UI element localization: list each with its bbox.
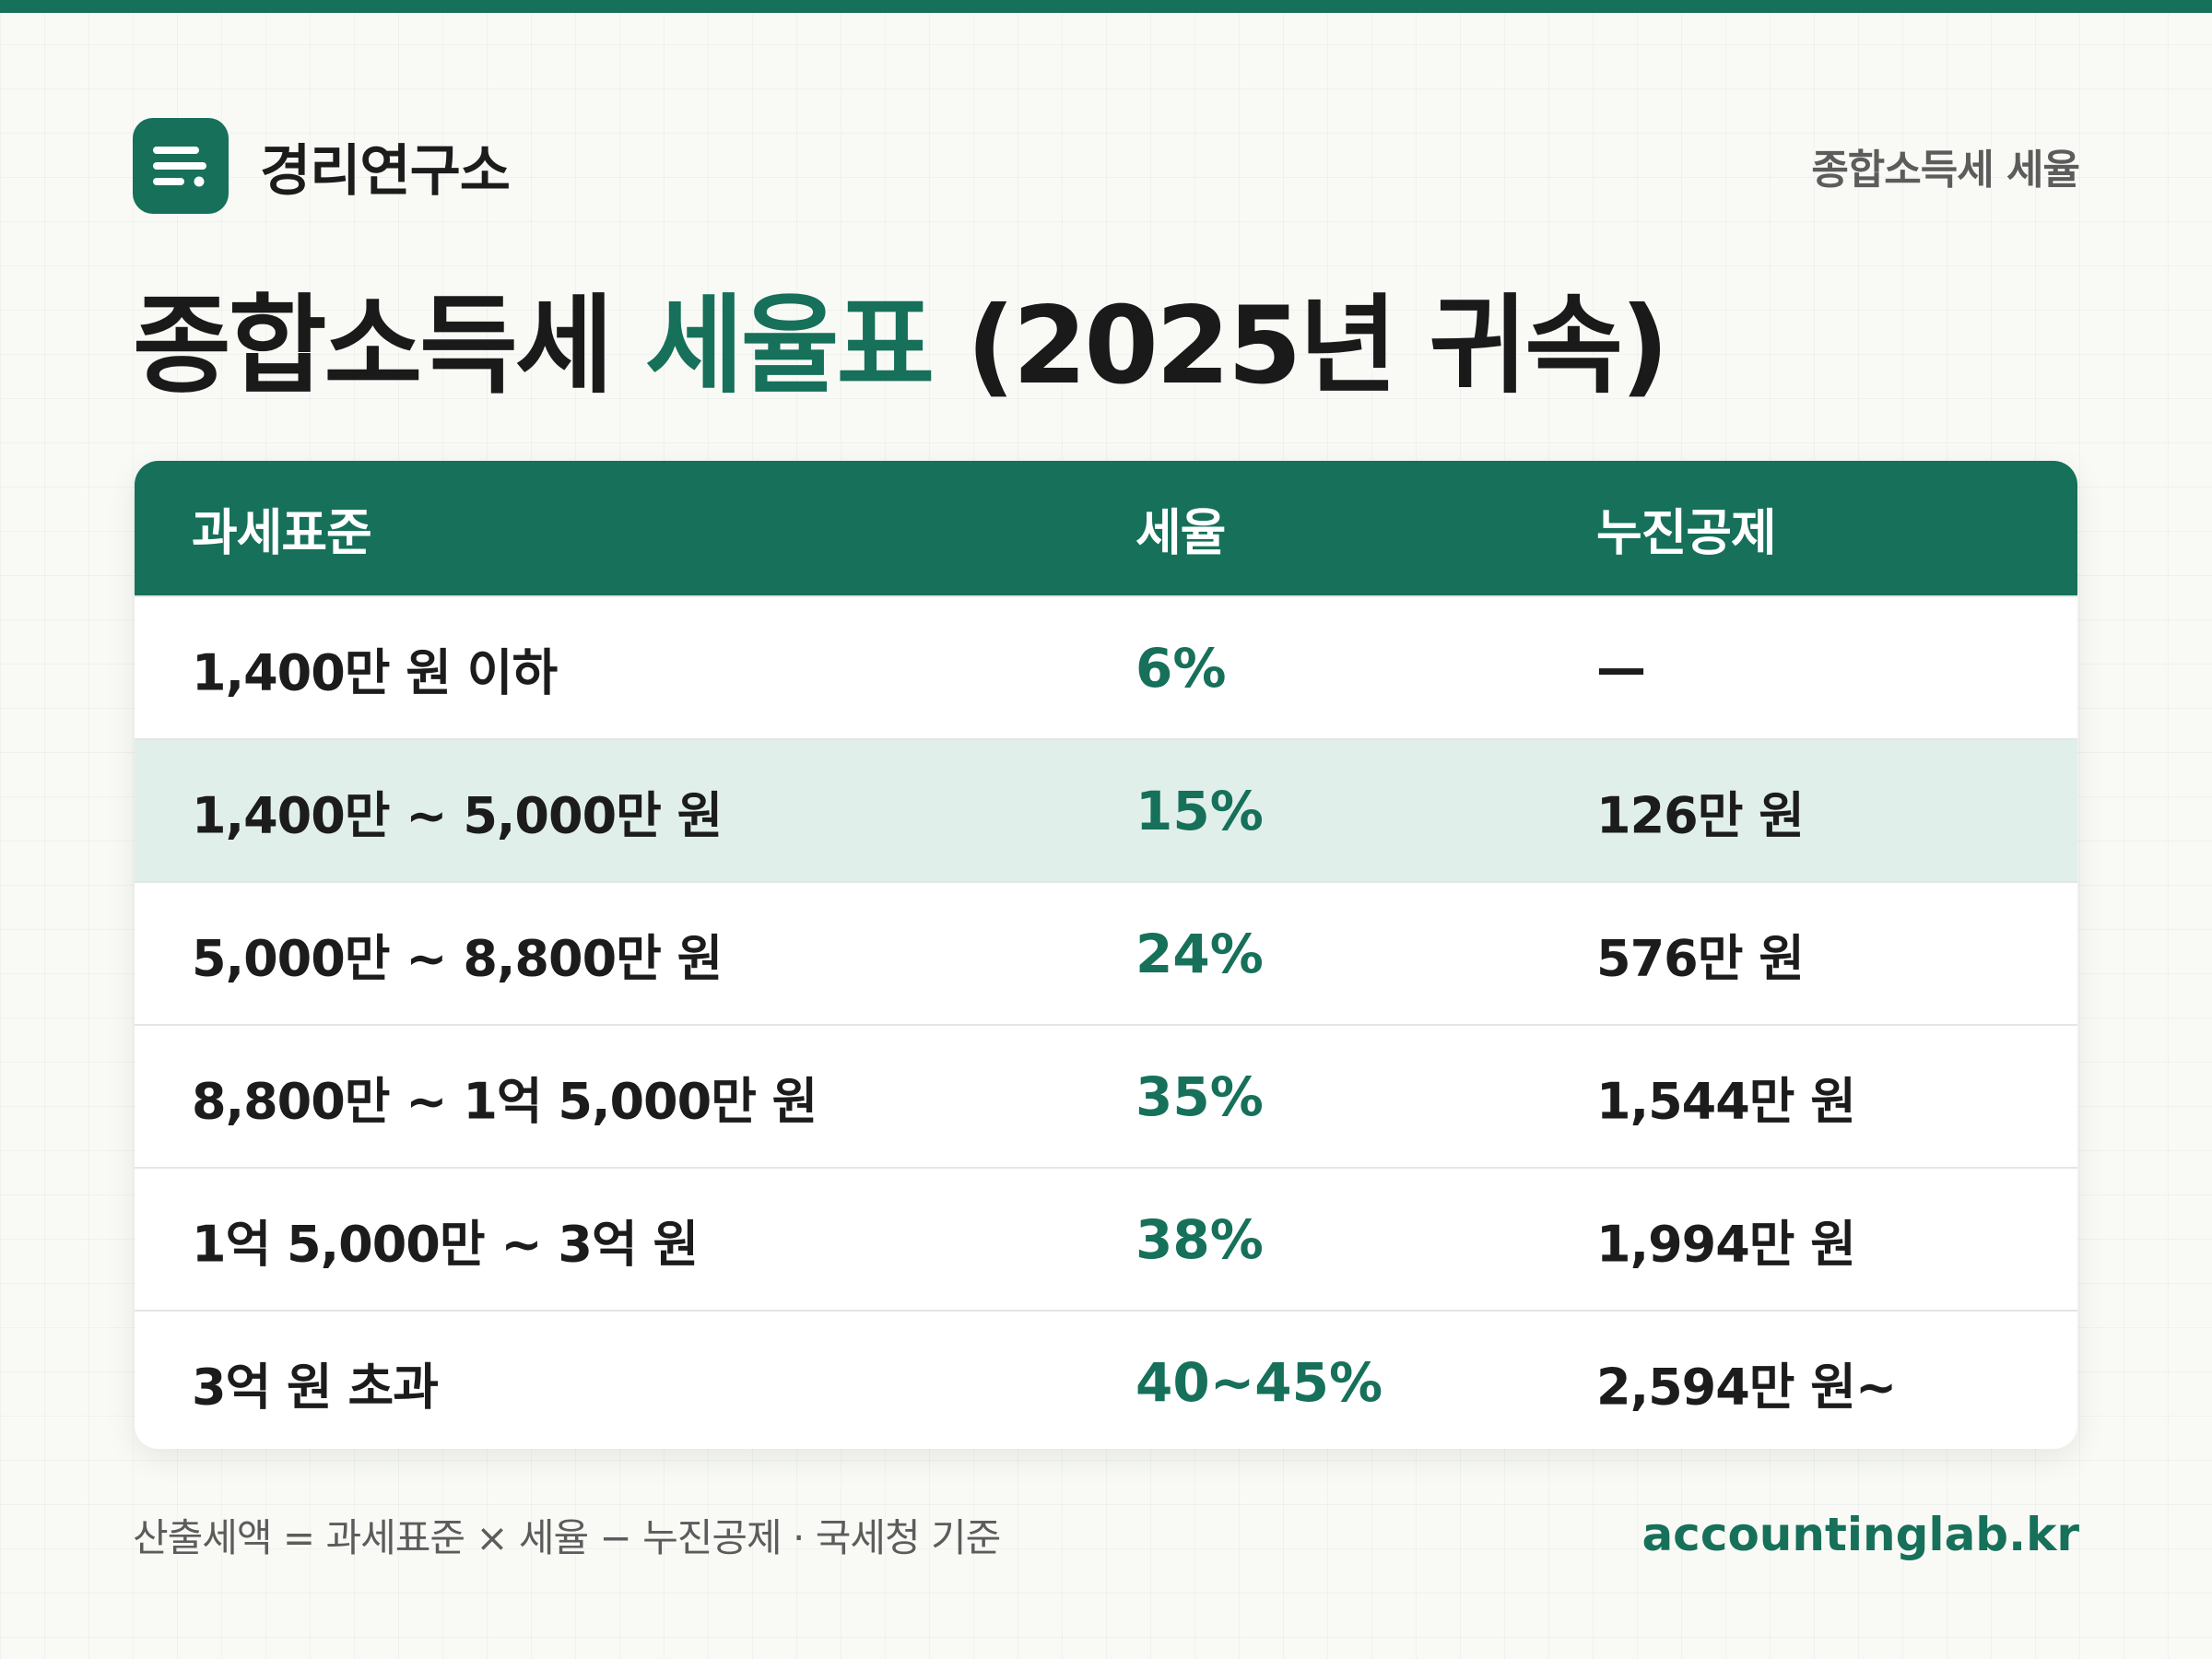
formula-footnote: 산출세액 = 과세표준 × 세율 − 누진공제 · 국세청 기준 [133,1514,1001,1560]
table-row: 1억 5,000만 ~ 3억 원 38% 1,994만 원 [135,1167,2077,1310]
table-row: 5,000만 ~ 8,800만 원 24% 576만 원 [135,881,2077,1024]
rate-cell: 24% [1135,922,1264,985]
rate-cell: 35% [1135,1065,1264,1128]
table-header: 과세표준 세율 누진공제 [135,461,2077,595]
table-row: 1,400만 원 이하 6% — [135,595,2077,738]
bracket-cell: 3억 원 초과 [192,1358,439,1416]
deduction-cell: 126만 원 [1596,786,1805,844]
deduction-cell: — [1596,639,1646,697]
title-accent: 세율표 [645,284,935,408]
bracket-cell: 5,000만 ~ 8,800만 원 [192,929,723,987]
site-url: accountinglab.kr [1641,1508,2079,1561]
header-topic: 종합소득세 세율 [1811,147,2080,194]
page-title: 종합소득세 세율표 (2025년 귀속) [133,273,1669,420]
bracket-cell: 1,400만 ~ 5,000만 원 [192,786,723,844]
brand: 경리연구소 [133,118,511,214]
table-row: 8,800만 ~ 1억 5,000만 원 35% 1,544만 원 [135,1024,2077,1167]
tax-rate-table: 과세표준 세율 누진공제 1,400만 원 이하 6% — 1,400만 ~ 5… [135,461,2077,1449]
page-header: 경리연구소 종합소득세 세율 [133,118,2080,214]
table-row: 3억 원 초과 40~45% 2,594만 원~ [135,1310,2077,1449]
table-row-highlighted: 1,400만 ~ 5,000만 원 15% 126만 원 [135,738,2077,881]
deduction-cell: 1,994만 원 [1596,1215,1856,1273]
top-accent-bar [0,0,2212,13]
rate-cell: 6% [1135,636,1227,700]
bracket-cell: 1억 5,000만 ~ 3억 원 [192,1215,699,1273]
rate-cell: 40~45% [1135,1350,1383,1414]
column-header-tax-base: 과세표준 [192,503,372,562]
column-header-deduction: 누진공제 [1596,503,1777,562]
deduction-cell: 2,594만 원~ [1596,1358,1897,1416]
document-lines-icon [133,118,229,214]
bracket-cell: 1,400만 원 이하 [192,643,558,701]
deduction-cell: 1,544만 원 [1596,1072,1856,1130]
bracket-cell: 8,800만 ~ 1억 5,000만 원 [192,1072,818,1130]
column-header-rate: 세율 [1135,503,1226,562]
rate-cell: 15% [1135,779,1264,842]
title-part-2: (2025년 귀속) [932,284,1669,408]
deduction-cell: 576만 원 [1596,929,1805,987]
title-part-1: 종합소득세 [133,284,645,408]
brand-name: 경리연구소 [260,138,511,204]
rate-cell: 38% [1135,1207,1264,1271]
page-footer: 산출세액 = 과세표준 × 세율 − 누진공제 · 국세청 기준 account… [133,1502,2079,1567]
